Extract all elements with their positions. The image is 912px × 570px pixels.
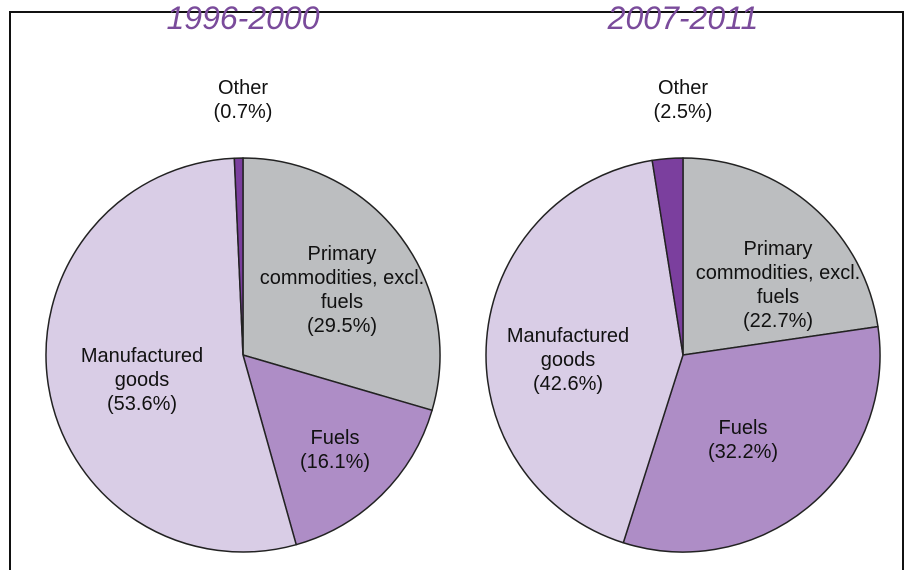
slice-value: (32.2%) (707, 441, 779, 463)
chart-title: 1996-2000 (166, 0, 320, 36)
pie-slice (241, 353, 434, 546)
slice-label: Primary commodities, excl. fuels (29.5%) (257, 242, 427, 338)
slice-label: Fuels (32.2%) (683, 416, 803, 464)
slice-value: (22.7%) (742, 310, 814, 332)
slice-label: Other (2.5%) (623, 76, 743, 124)
slice-name: Primary commodities, excl. fuels (695, 238, 861, 308)
slice-name: Manufactured goods (80, 345, 204, 391)
slice-name: Fuels (718, 417, 768, 439)
slice-name: Primary commodities, excl. fuels (259, 243, 425, 313)
pie-slice (242, 157, 441, 412)
pie-slice (45, 157, 298, 553)
pie-slice (233, 157, 244, 356)
slice-value: (29.5%) (306, 315, 378, 337)
slice-label: Manufactured goods (53.6%) (57, 344, 227, 416)
slice-label: Manufactured goods (42.6%) (483, 324, 653, 396)
frame (9, 11, 904, 570)
slice-name: Fuels (310, 427, 360, 449)
pie-slice (485, 159, 684, 544)
slice-value: (53.6%) (106, 393, 178, 415)
slice-label: Fuels (16.1%) (275, 426, 395, 474)
slice-label: Primary commodities, excl. fuels (22.7%) (693, 237, 863, 333)
pie-slice (682, 157, 879, 356)
slice-name: Manufactured goods (506, 325, 630, 371)
slice-value: (2.5%) (653, 101, 713, 123)
slice-name: Other (217, 77, 269, 99)
slice-value: (0.7%) (213, 101, 273, 123)
slice-value: (16.1%) (299, 451, 371, 473)
slice-name: Other (657, 77, 709, 99)
chart-title: 2007-2011 (607, 0, 759, 36)
pie-slice (622, 325, 881, 553)
slice-value: (42.6%) (532, 373, 604, 395)
pie-slice (651, 157, 684, 356)
slice-label: Other (0.7%) (183, 76, 303, 124)
